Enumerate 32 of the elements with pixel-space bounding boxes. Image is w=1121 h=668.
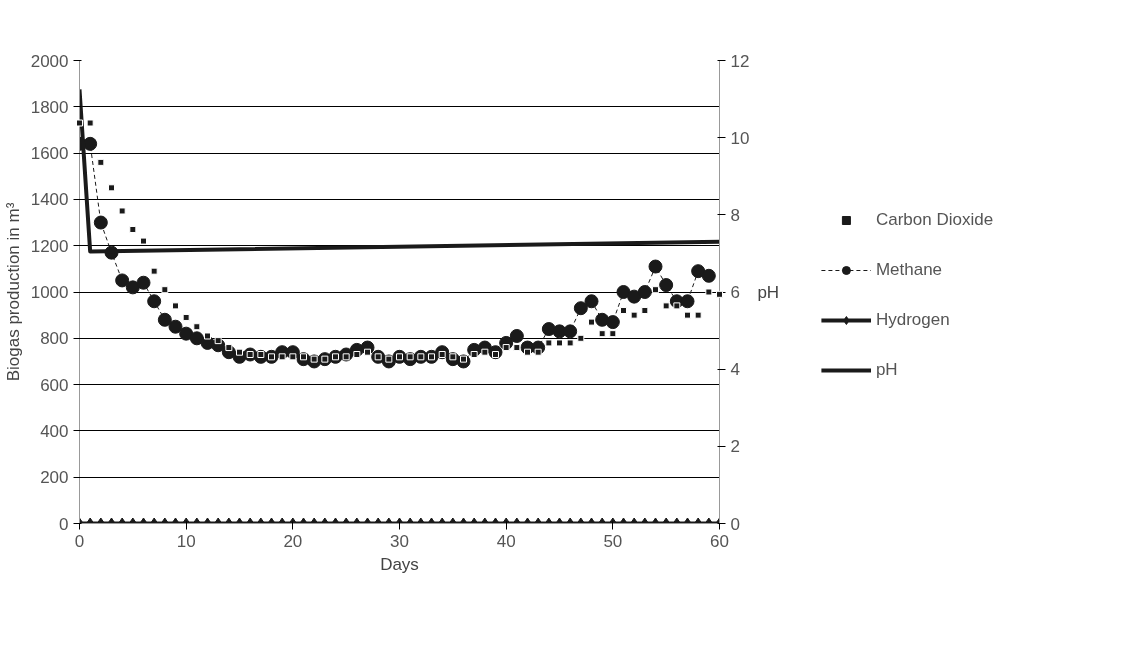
legend-label: pH — [875, 360, 898, 380]
y-tick-label: 200 — [40, 468, 69, 488]
x-tick-label: 0 — [74, 531, 85, 551]
x-tick-label: 60 — [710, 531, 729, 551]
x-tick-label: 30 — [390, 531, 409, 551]
y-tick-label: 400 — [40, 421, 69, 441]
y-tick-label: 600 — [40, 375, 69, 395]
y-tick-label: 1800 — [30, 97, 69, 117]
y2-tick-label: 4 — [730, 360, 740, 380]
y2-tick-label: 2 — [730, 437, 740, 457]
legend-label: Carbon Dioxide — [875, 210, 994, 230]
y2-tick-label: 8 — [730, 205, 740, 225]
y2-axis-title: pH — [757, 282, 780, 302]
x-axis-title: Days — [380, 554, 419, 574]
x-tick-label: 40 — [496, 531, 516, 551]
y2-tick-label: 10 — [730, 128, 750, 148]
legend-label: Hydrogen — [875, 310, 950, 330]
y-tick-label: 0 — [59, 514, 69, 534]
y-tick-label: 1200 — [30, 236, 69, 256]
y-tick-label: 800 — [40, 329, 69, 349]
y-axis-title: Biogas production in m³ — [3, 202, 23, 382]
legend-label: Methane — [875, 260, 943, 280]
y-tick-label: 2000 — [30, 51, 69, 71]
y2-tick-label: 6 — [730, 283, 740, 302]
x-tick-label: 20 — [283, 531, 303, 551]
y-tick-label: 1000 — [30, 283, 69, 302]
y2-tick-label: 12 — [730, 51, 750, 71]
y-tick-label: 1400 — [30, 190, 69, 210]
y-tick-label: 1600 — [30, 144, 69, 164]
x-tick-label: 50 — [603, 531, 623, 551]
y2-tick-label: 0 — [730, 514, 740, 534]
x-tick-label: 10 — [176, 531, 196, 551]
